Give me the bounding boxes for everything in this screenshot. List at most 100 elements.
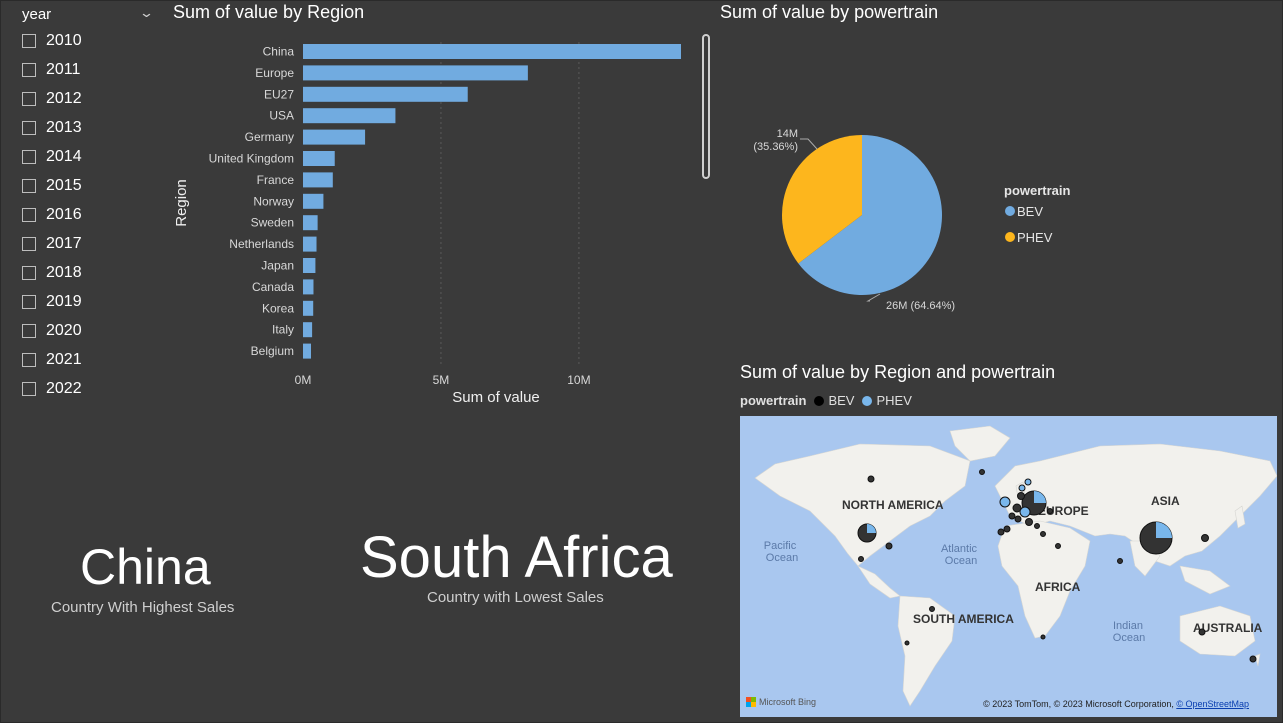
pie-slice-phev[interactable] <box>782 135 862 264</box>
checkbox[interactable] <box>22 208 36 222</box>
map-bubble[interactable] <box>1018 484 1026 492</box>
map-bubble[interactable] <box>1198 628 1206 636</box>
bar[interactable] <box>303 300 314 316</box>
slicer-item-2016[interactable]: 2016 <box>22 204 82 226</box>
card-lowest-value: South Africa <box>360 525 673 590</box>
checkbox[interactable] <box>22 382 36 396</box>
card-highest-value: China <box>80 539 211 595</box>
pie-data-label-bev: 26M (64.64%) <box>886 300 955 312</box>
map-bubble[interactable] <box>867 475 875 483</box>
bar[interactable] <box>303 172 333 188</box>
map-bubble[interactable] <box>1040 634 1046 640</box>
slicer-item-2010[interactable]: 2010 <box>22 30 82 52</box>
bar[interactable] <box>303 193 324 209</box>
slicer-header: year <box>22 6 52 23</box>
map-bubble[interactable] <box>1117 558 1123 564</box>
chevron-down-icon[interactable]: ⌄ <box>138 5 155 20</box>
map-bubble-uk[interactable] <box>999 496 1011 508</box>
map-bubble-germany[interactable] <box>1019 506 1031 518</box>
slicer-item-2014[interactable]: 2014 <box>22 146 82 168</box>
slicer-item-2019[interactable]: 2019 <box>22 291 82 313</box>
map-label-indian-ocean: Ocean <box>1113 632 1145 644</box>
checkbox[interactable] <box>22 237 36 251</box>
checkbox[interactable] <box>22 179 36 193</box>
map-bubble[interactable] <box>1201 534 1209 542</box>
leader-line <box>800 138 818 150</box>
category-label: EU27 <box>264 87 294 101</box>
map-bubble[interactable] <box>1017 492 1025 500</box>
checkbox[interactable] <box>22 92 36 106</box>
checkbox[interactable] <box>22 150 36 164</box>
map-label-pacific-ocean: Ocean <box>766 552 798 564</box>
slicer-item-2018[interactable]: 2018 <box>22 262 82 284</box>
map-bubble[interactable] <box>885 542 893 550</box>
checkbox[interactable] <box>22 295 36 309</box>
bar[interactable] <box>303 279 314 295</box>
category-label: United Kingdom <box>209 152 294 166</box>
x-tick-label: 0M <box>295 373 312 387</box>
checkbox[interactable] <box>22 353 36 367</box>
bar[interactable] <box>303 86 468 102</box>
bar[interactable] <box>303 129 366 145</box>
map-label-africa: AFRICA <box>1035 580 1081 594</box>
map-copyright: © 2023 TomTom, © 2023 Microsoft Corporat… <box>983 699 1249 709</box>
slicer-item-label: 2010 <box>46 32 82 49</box>
checkbox[interactable] <box>22 63 36 77</box>
bar[interactable] <box>303 151 335 166</box>
map-bubble[interactable] <box>1003 525 1011 533</box>
bar[interactable] <box>303 215 318 231</box>
map-bubble[interactable] <box>1012 503 1022 513</box>
region-bar-chart[interactable]: China Europe EU27 USA Germany United Kingdom F… <box>160 28 720 413</box>
bar[interactable] <box>303 322 313 338</box>
slicer-item-2021[interactable]: 2021 <box>22 349 82 371</box>
map-bubble[interactable] <box>1014 515 1022 523</box>
bar[interactable] <box>303 236 317 252</box>
map-bubble[interactable] <box>1008 512 1016 520</box>
checkbox[interactable] <box>22 121 36 135</box>
map-bubble[interactable] <box>1024 478 1032 486</box>
slicer-item-2015[interactable]: 2015 <box>22 175 82 197</box>
pie-slice-bev[interactable] <box>798 135 942 295</box>
map-bubble[interactable] <box>1047 508 1053 514</box>
pie-legend-label[interactable]: PHEV <box>1017 230 1053 245</box>
bar[interactable] <box>303 343 312 359</box>
map-bubble[interactable] <box>1249 655 1257 663</box>
powertrain-pie-chart[interactable]: 26M (64.64%) 14M(35.36%) powertrain BEV PHEV <box>720 105 1100 335</box>
map-bubble[interactable] <box>1025 518 1033 526</box>
landmass-australia <box>1179 605 1256 657</box>
slicer-item-2020[interactable]: 2020 <box>22 320 82 342</box>
slicer-item-2011[interactable]: 2011 <box>22 59 80 81</box>
slicer-item-2012[interactable]: 2012 <box>22 88 82 110</box>
world-map[interactable]: NORTH AMERICA EUROPE ASIA AFRICA SOUTH A… <box>740 416 1277 717</box>
slicer-item-2013[interactable]: 2013 <box>22 117 82 139</box>
slicer-item-2022[interactable]: 2022 <box>22 378 82 400</box>
bar-chart-scrollbar[interactable] <box>702 34 710 179</box>
bar[interactable] <box>303 258 316 273</box>
checkbox[interactable] <box>22 324 36 338</box>
pie-legend-title: powertrain <box>1004 183 1071 198</box>
map-title: Sum of value by Region and powertrain <box>740 362 1056 382</box>
bing-label: Microsoft Bing <box>759 697 817 707</box>
map-bubble[interactable] <box>1055 543 1061 549</box>
map-bubble[interactable] <box>1040 531 1046 537</box>
map-bubble[interactable] <box>1034 523 1040 529</box>
landmass-africa <box>997 520 1091 639</box>
map-label-australia: AUSTRALIA <box>1193 621 1263 635</box>
slicer-item-2017[interactable]: 2017 <box>22 233 82 255</box>
checkbox[interactable] <box>22 34 36 48</box>
bar[interactable] <box>303 108 396 124</box>
map-bubble[interactable] <box>929 606 935 612</box>
category-label: Korea <box>262 301 294 315</box>
map-label-europe: EUROPE <box>1038 504 1089 518</box>
pie-legend-label[interactable]: BEV <box>1017 204 1043 219</box>
landmass-japan <box>1234 505 1246 529</box>
openstreetmap-link[interactable]: © OpenStreetMap <box>1176 699 1249 709</box>
bar[interactable] <box>303 65 528 81</box>
map-bubble[interactable] <box>858 556 864 562</box>
checkbox[interactable] <box>22 266 36 280</box>
map-label-south-america: SOUTH AMERICA <box>913 612 1014 626</box>
map-bubble[interactable] <box>997 528 1005 536</box>
map-bubble[interactable] <box>979 469 985 475</box>
bar[interactable] <box>303 44 681 59</box>
map-bubble[interactable] <box>904 640 910 646</box>
